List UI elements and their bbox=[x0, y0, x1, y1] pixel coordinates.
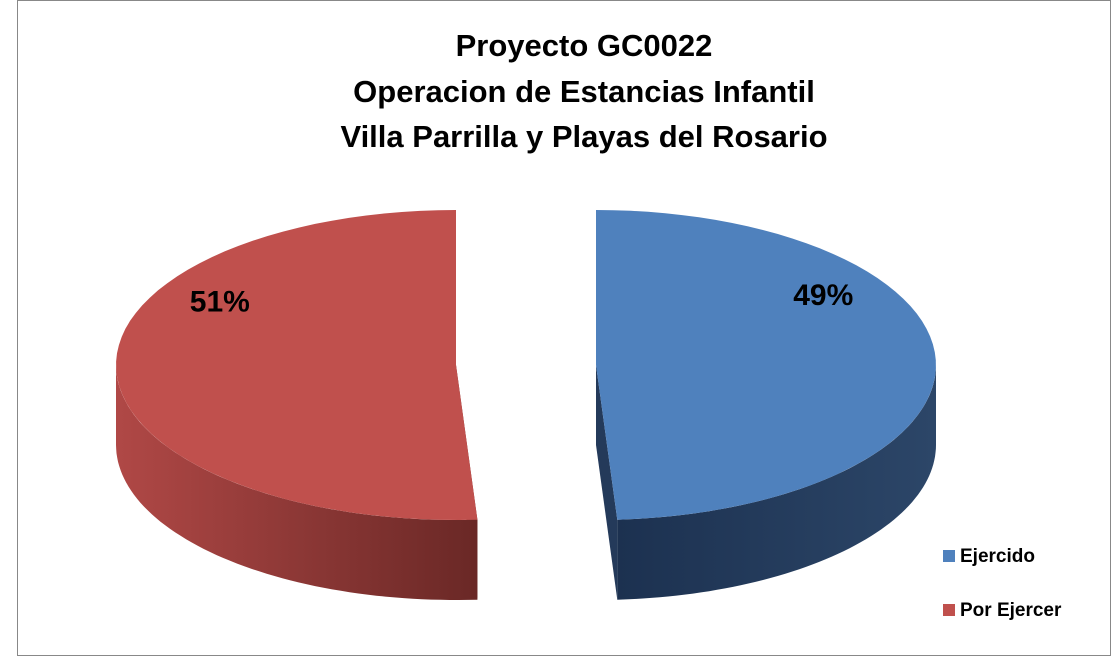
data-label: 51% bbox=[190, 285, 250, 318]
slice-wall bbox=[617, 365, 936, 600]
pie-slice bbox=[116, 210, 478, 520]
slice-wall bbox=[116, 365, 478, 600]
legend-swatch bbox=[943, 604, 955, 616]
legend-label: Ejercido bbox=[960, 546, 1035, 567]
chart-title: Operacion de Estancias Infantil bbox=[353, 74, 815, 109]
chart-title: Villa Parrilla y Playas del Rosario bbox=[340, 119, 827, 154]
slice-side bbox=[596, 365, 618, 600]
pie-slice bbox=[596, 210, 936, 520]
legend-label: Por Ejercer bbox=[960, 600, 1062, 621]
chart-title: Proyecto GC0022 bbox=[456, 28, 713, 63]
data-label: 49% bbox=[793, 279, 853, 312]
legend-swatch bbox=[943, 550, 955, 562]
